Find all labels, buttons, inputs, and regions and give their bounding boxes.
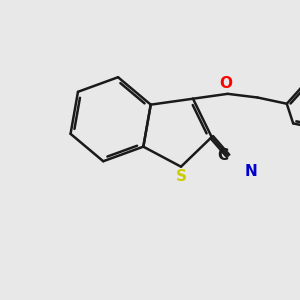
Text: C: C xyxy=(218,148,229,164)
Text: S: S xyxy=(176,169,187,184)
Text: N: N xyxy=(244,164,257,179)
Text: O: O xyxy=(220,76,232,91)
